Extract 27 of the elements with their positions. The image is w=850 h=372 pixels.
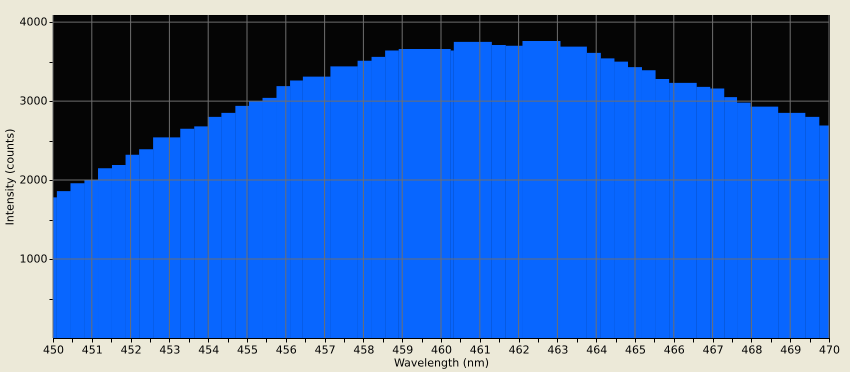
y-tick-label: 2000: [20, 174, 48, 187]
y-tick-label: 1000: [20, 252, 48, 266]
x-tick-label: 470: [819, 344, 840, 356]
x-tick-label: 461: [470, 344, 491, 356]
x-tick-label: 456: [276, 344, 297, 356]
y-axis-title: Intensity (counts): [4, 128, 17, 226]
x-tick-label: 452: [120, 344, 142, 356]
y-tick-label: 4000: [20, 16, 48, 29]
x-tick-label: 462: [508, 344, 530, 356]
x-tick-label: 451: [82, 344, 103, 356]
x-tick-label: 468: [741, 344, 762, 356]
x-tick-label: 455: [237, 344, 258, 356]
x-tick-label: 457: [314, 344, 336, 356]
x-axis-title: Wavelength (nm): [394, 356, 490, 370]
x-tick-label: 466: [664, 344, 685, 356]
x-tick-label: 458: [353, 344, 374, 356]
x-tick-label: 469: [780, 344, 802, 356]
x-tick-label: 463: [547, 344, 568, 356]
x-tick-label: 465: [625, 344, 646, 356]
y-tick-label: 3000: [20, 94, 48, 108]
x-tick-label: 459: [392, 344, 414, 356]
x-tick-label: 467: [702, 344, 724, 356]
x-tick-label: 454: [198, 344, 220, 356]
x-tick-label: 453: [159, 344, 180, 356]
x-tick-label: 464: [586, 344, 608, 356]
x-tick-label: 460: [431, 344, 452, 356]
x-tick-label: 450: [43, 344, 64, 356]
